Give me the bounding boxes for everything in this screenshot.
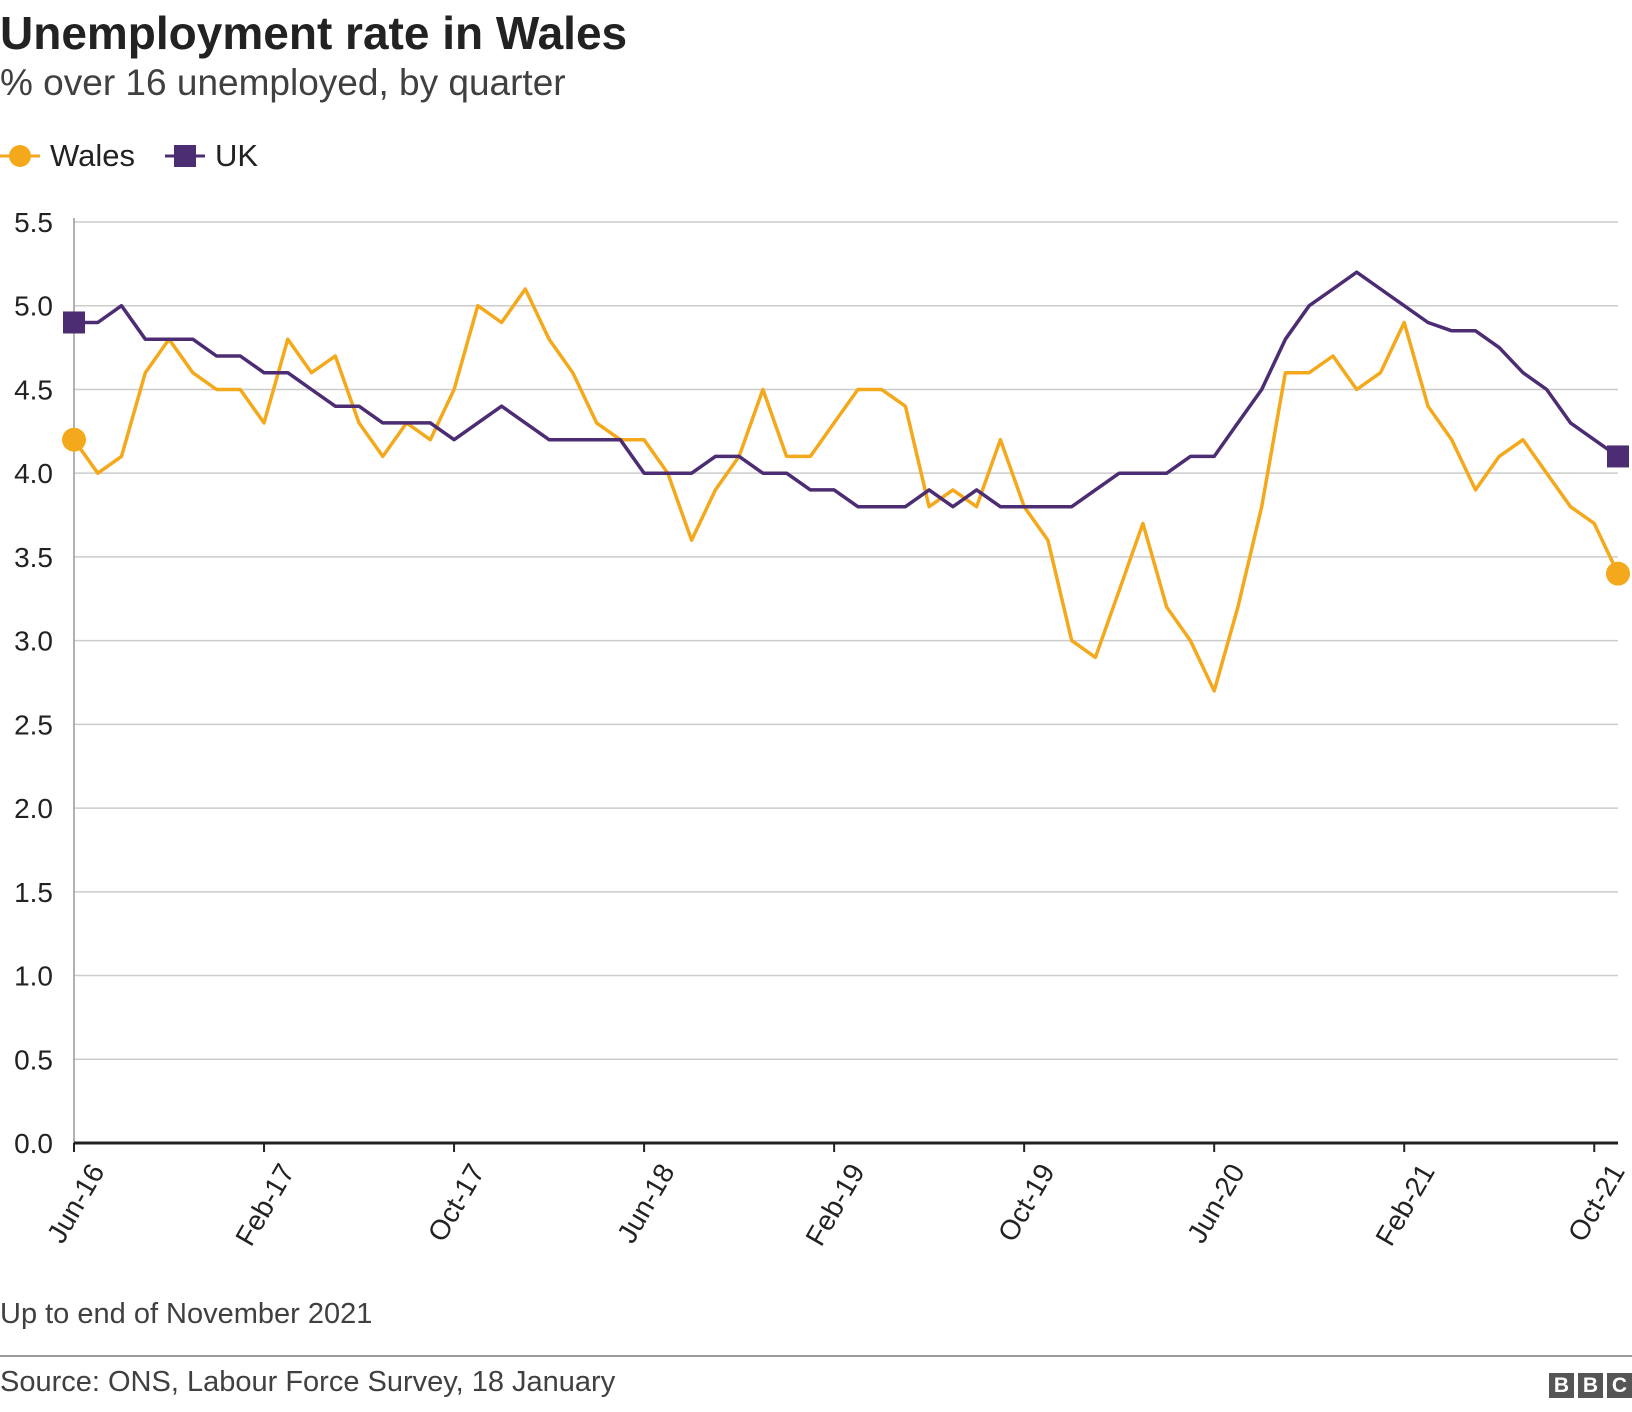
- y-tick-label: 0.0: [14, 1128, 53, 1159]
- footnote: Up to end of November 2021: [0, 1298, 373, 1330]
- data-point-wales: [1606, 561, 1630, 586]
- data-point-uk: [63, 311, 85, 334]
- series-lines: [62, 270, 1630, 693]
- y-tick-label: 5.5: [14, 207, 53, 238]
- y-tick-label: 1.0: [14, 961, 53, 992]
- x-tick-label: Jun-16: [41, 1159, 111, 1249]
- data-point-wales: [62, 427, 86, 452]
- legend-item-uk: UK: [164, 136, 259, 176]
- data-point-uk: [1607, 445, 1629, 468]
- x-tick-label: Feb-19: [799, 1159, 870, 1251]
- x-axis: Jun-16 Feb-17 Oct-17 Jun-18 Feb-19 Oct-19 Jun-…: [41, 1141, 1631, 1251]
- y-tick-label: 0.5: [14, 1044, 53, 1075]
- square-marker-icon: [164, 145, 205, 167]
- series-line-wales: [72, 287, 1620, 693]
- bbc-logo: B B C: [1545, 1373, 1632, 1398]
- y-tick-label: 2.5: [14, 709, 53, 740]
- x-tick-label: Oct-17: [422, 1159, 491, 1247]
- footer-divider: [0, 1355, 1632, 1357]
- y-tick-label: 3.0: [14, 626, 53, 657]
- x-tick-label: Jun-18: [611, 1159, 681, 1249]
- legend-item-wales: Wales: [0, 136, 135, 176]
- bbc-logo-letter: B: [1578, 1373, 1603, 1398]
- y-tick-label: 4.5: [14, 374, 53, 405]
- y-tick-label: 3.5: [14, 542, 53, 573]
- y-tick-label: 4.0: [14, 458, 53, 489]
- legend: Wales UK: [0, 136, 288, 176]
- legend-label-wales: Wales: [50, 138, 135, 173]
- y-tick-label: 5.0: [14, 291, 53, 322]
- series-line-uk: [74, 270, 1620, 509]
- gridlines: [74, 221, 1618, 1061]
- bbc-logo-letter: C: [1607, 1373, 1632, 1398]
- y-tick-label: 2.0: [14, 793, 53, 824]
- source-text: Source: ONS, Labour Force Survey, 18 Jan…: [0, 1366, 616, 1398]
- legend-label-uk: UK: [214, 138, 259, 173]
- chart-subtitle: % over 16 unemployed, by quarter: [0, 62, 566, 103]
- y-axis: 0.0 0.5 1.0 1.5 2.0 2.5 3.0 3.5 4.0 4.5 5.0 5.5: [14, 207, 75, 1159]
- bbc-logo-letter: B: [1549, 1373, 1574, 1398]
- line-chart: 0.0 0.5 1.0 1.5 2.0 2.5 3.0 3.5 4.0 4.5 5.0 5.5 Jun…: [14, 207, 1631, 1251]
- x-tick-label: Oct-21: [1562, 1159, 1631, 1247]
- y-tick-label: 1.5: [14, 877, 53, 908]
- x-tick-label: Oct-19: [992, 1159, 1061, 1247]
- chart-title: Unemployment rate in Wales: [0, 7, 628, 59]
- x-tick-label: Feb-17: [229, 1159, 300, 1251]
- x-tick-label: Feb-21: [1370, 1159, 1441, 1251]
- x-tick-label: Jun-20: [1181, 1159, 1251, 1249]
- circle-marker-icon: [0, 145, 40, 167]
